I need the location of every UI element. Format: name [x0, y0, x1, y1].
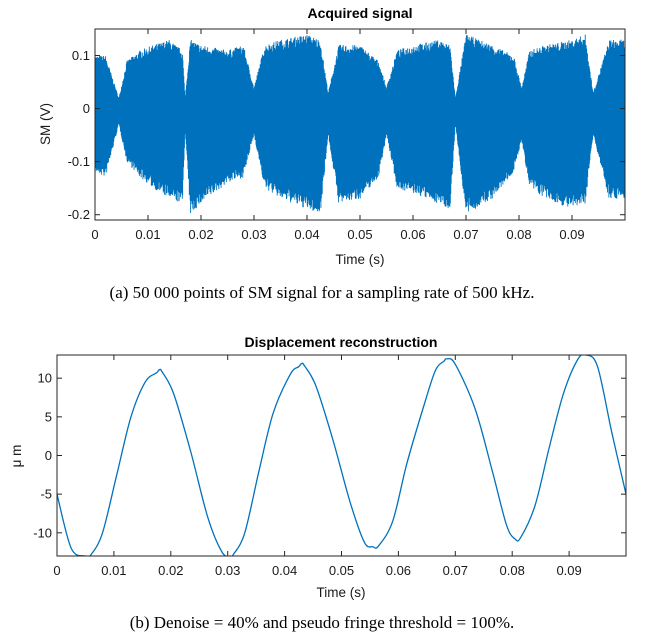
y-tick-label: 0.1: [72, 48, 90, 63]
y-tick-label: 0: [45, 448, 52, 463]
y-tick-label: -5: [40, 487, 52, 502]
acquired-signal-chart: Acquired signal 0 0.01 0.02 0.03 0.04 0.05 0.0…: [38, 5, 626, 267]
x-tick-label: 0.03: [241, 227, 266, 242]
displacement-reconstruction-chart: Displacement reconstruction 0 0.01 0.02 0.0…: [9, 334, 627, 600]
x-tick-label: 0: [53, 563, 60, 578]
x-tick-label: 0.06: [386, 563, 411, 578]
x-tick-label: 0.05: [347, 227, 372, 242]
x-tick-label: 0.01: [101, 563, 126, 578]
x-tick-label: 0.05: [329, 563, 354, 578]
x-tick-label: 0.02: [158, 563, 183, 578]
chart-title: Displacement reconstruction: [245, 334, 438, 350]
x-tick-label: 0: [91, 227, 98, 242]
signal-series: [94, 34, 626, 214]
x-tick-label: 0.04: [272, 563, 297, 578]
x-tick-label: 0.09: [559, 227, 584, 242]
x-axis-label: Time (s): [336, 252, 385, 267]
x-tick-label: 0.03: [215, 563, 240, 578]
x-tick-label: 0.01: [135, 227, 160, 242]
x-axis-ticks: 0 0.01 0.02 0.03 0.04 0.05 0.06 0.07 0.08 0.09: [53, 355, 582, 578]
signal-line: [94, 34, 626, 214]
x-tick-label: 0.07: [453, 227, 478, 242]
plot-area: [56, 354, 627, 557]
displacement-line: [57, 355, 626, 556]
y-axis-ticks: 0.1 0 -0.1 -0.2: [68, 48, 625, 222]
caption-a: (a) 50 000 points of SM signal for a sam…: [110, 283, 535, 302]
x-axis-label: Time (s): [317, 585, 366, 600]
y-tick-label: 5: [45, 409, 52, 424]
y-tick-label: -0.1: [68, 154, 90, 169]
x-tick-label: 0.09: [556, 563, 581, 578]
y-axis-ticks: 10 5 0 -5 -10: [33, 371, 626, 540]
x-tick-label: 0.04: [294, 227, 319, 242]
displacement-series: [57, 355, 626, 556]
x-tick-label: 0.07: [443, 563, 468, 578]
y-tick-label: -0.2: [68, 207, 90, 222]
caption-b: (b) Denoise = 40% and pseudo fringe thre…: [130, 613, 515, 632]
x-tick-label: 0.08: [506, 227, 531, 242]
y-axis-label: SM (V): [38, 103, 53, 145]
x-axis-ticks: 0 0.01 0.02 0.03 0.04 0.05 0.06 0.07 0.08 0.09: [91, 29, 585, 242]
x-tick-label: 0.08: [500, 563, 525, 578]
x-tick-label: 0.06: [400, 227, 425, 242]
y-tick-label: 10: [38, 371, 52, 386]
x-tick-label: 0.02: [188, 227, 213, 242]
y-tick-label: 0: [83, 101, 90, 116]
y-axis-label: μ m: [9, 445, 24, 468]
y-tick-label: -10: [33, 525, 52, 540]
chart-title: Acquired signal: [307, 5, 412, 21]
